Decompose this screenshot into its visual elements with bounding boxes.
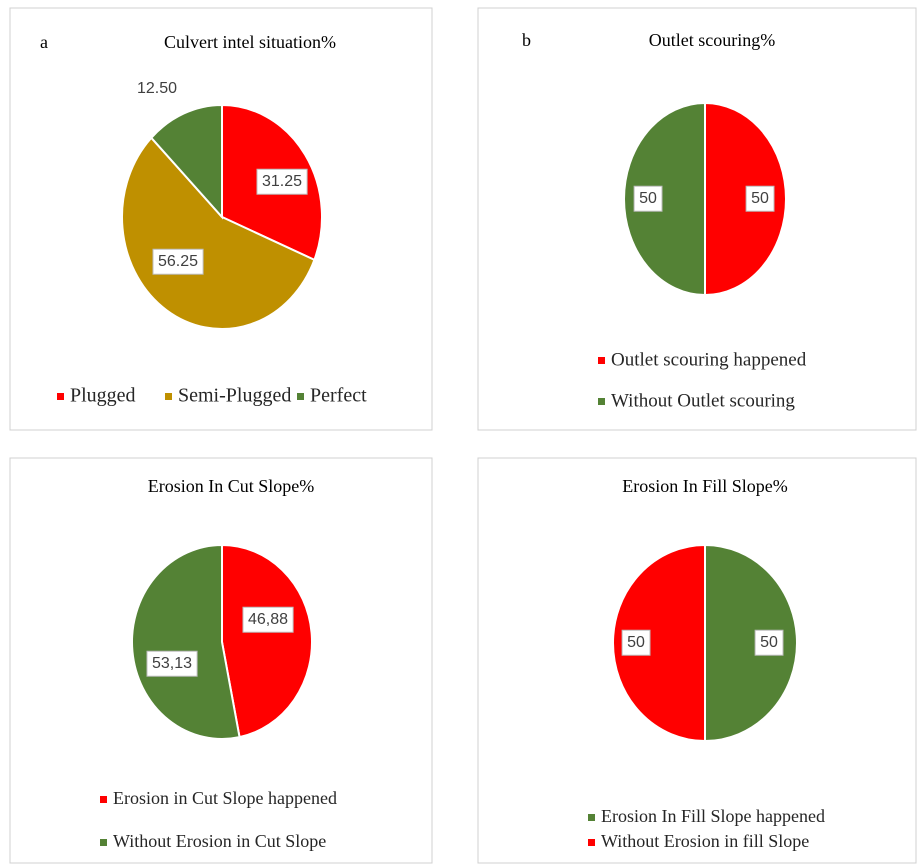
- legend-label: Semi-Plugged: [178, 385, 291, 407]
- data-label-box: [256, 168, 308, 195]
- legend-label: Without Erosion in Cut Slope: [113, 831, 326, 851]
- data-label-group: 31.25: [256, 168, 308, 195]
- legend-swatch: [100, 796, 107, 803]
- legend-label: Erosion in Cut Slope happened: [113, 788, 337, 808]
- data-label-box: [754, 629, 784, 656]
- legend-label: Without Erosion in fill Slope: [601, 831, 809, 851]
- legend-label: Erosion In Fill Slope happened: [601, 806, 825, 826]
- pie-slice: [131, 543, 241, 740]
- data-label: 12.50: [137, 80, 177, 97]
- legend-label: Perfect: [310, 385, 367, 407]
- legend-label: Plugged: [70, 385, 136, 407]
- data-label: 31.25: [262, 173, 302, 190]
- data-label-group: 53,13: [146, 650, 198, 677]
- data-label-box: [146, 650, 198, 677]
- legend-swatch: [165, 393, 172, 400]
- panel-label: b: [522, 30, 531, 50]
- data-label-group: 12.50: [137, 80, 177, 97]
- legend-swatch: [598, 357, 605, 364]
- data-label: 50: [627, 634, 645, 651]
- data-label-group: 46,88: [242, 606, 294, 633]
- pie-slice: [623, 101, 706, 297]
- panel: [9, 7, 433, 431]
- chart-title: Erosion In Fill Slope%: [622, 476, 788, 496]
- data-label: 50: [639, 190, 657, 207]
- pie-slice: [704, 101, 787, 297]
- data-label-box: [621, 629, 651, 656]
- legend-swatch: [297, 393, 304, 400]
- chart-title: Culvert intel situation%: [164, 32, 336, 52]
- chart-title: Erosion In Cut Slope%: [148, 476, 315, 496]
- legend-swatch: [588, 814, 595, 821]
- data-label-group: 56.25: [152, 248, 204, 275]
- data-label: 46,88: [248, 611, 288, 628]
- legend-label: Outlet scouring happened: [611, 349, 807, 370]
- data-label-box: [152, 248, 204, 275]
- legend-swatch: [100, 839, 107, 846]
- pie-slice: [612, 543, 706, 743]
- data-label-group: 50: [621, 629, 651, 656]
- panel: [477, 457, 917, 864]
- data-label: 50: [760, 634, 778, 651]
- data-label-box: [242, 606, 294, 633]
- pie-slice: [704, 543, 798, 743]
- data-label-group: 50: [754, 629, 784, 656]
- data-label: 53,13: [152, 655, 192, 672]
- pie-slice: [221, 543, 313, 739]
- legend-label: Without Outlet scouring: [611, 390, 795, 411]
- panel: [477, 7, 917, 431]
- data-label-group: 50: [745, 185, 775, 212]
- pie-slice: [121, 136, 316, 330]
- pie-slice: [149, 103, 223, 220]
- legend-swatch: [598, 398, 605, 405]
- data-label-group: 50: [633, 185, 663, 212]
- legend-swatch: [57, 393, 64, 400]
- data-label-box: [745, 185, 775, 212]
- data-label: 56.25: [158, 253, 198, 270]
- data-label: 50: [751, 190, 769, 207]
- panel-label: a: [40, 32, 48, 52]
- legend-swatch: [588, 839, 595, 846]
- data-label-box: [633, 185, 663, 212]
- chart-title: Outlet scouring%: [649, 30, 775, 50]
- panel: [9, 457, 433, 864]
